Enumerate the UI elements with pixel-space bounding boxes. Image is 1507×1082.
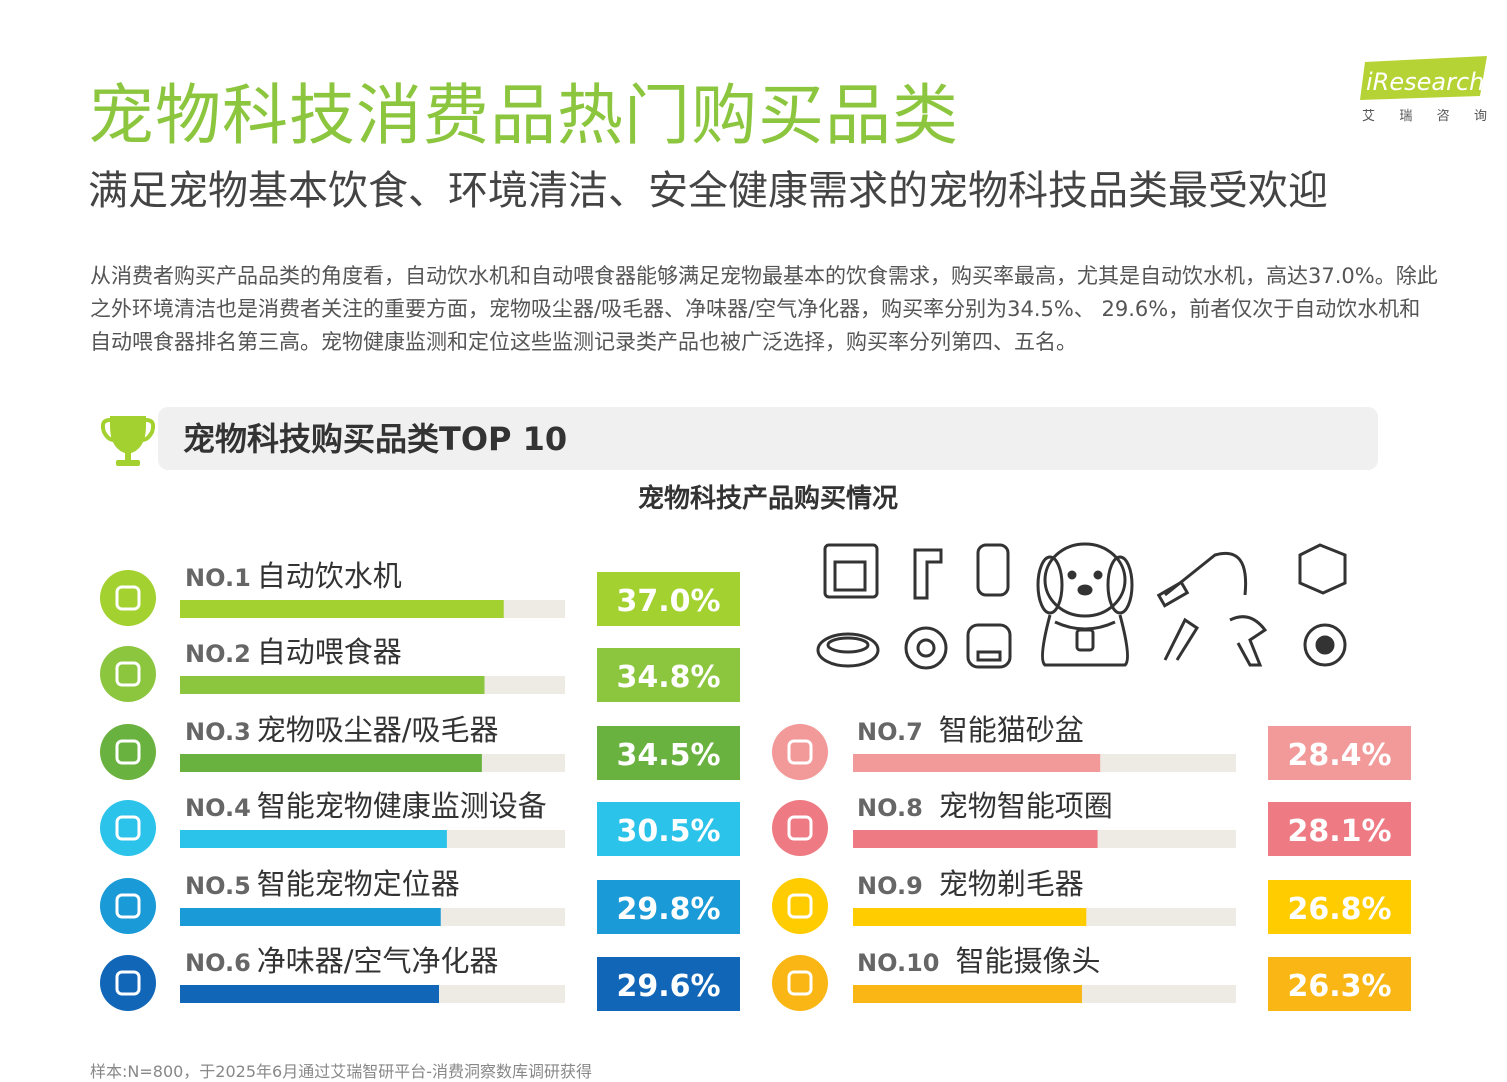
- title: 宠物科技消费品热门购买品类: [88, 77, 959, 154]
- icon-glyph: [115, 815, 141, 841]
- bar: [180, 830, 447, 848]
- illustration: [816, 542, 1347, 670]
- value-label: 28.1%: [1287, 814, 1391, 849]
- category-label: NO.9 宠物剃毛器: [857, 867, 1084, 901]
- value-label: 28.4%: [1287, 738, 1391, 773]
- category-name: 智能宠物健康监测设备: [257, 789, 547, 823]
- category-label: NO.2 自动喂食器: [185, 635, 402, 669]
- category-name: 宠物剃毛器: [939, 867, 1084, 901]
- bar: [180, 908, 441, 926]
- value-label: 26.3%: [1287, 969, 1391, 1004]
- icon-glyph: [115, 970, 141, 996]
- rank-label: NO.5: [185, 872, 251, 900]
- category-name: 自动饮水机: [257, 559, 402, 593]
- rank-label: NO.8: [857, 794, 923, 822]
- value-label: 34.8%: [616, 660, 720, 695]
- category-label: NO.10 智能摄像头: [857, 944, 1101, 978]
- section-bar: [158, 407, 1378, 470]
- icon-glyph: [115, 661, 141, 687]
- paragraph: 从消费者购买产品品类的角度看，自动饮水机和自动喂食器能够满足宠物最基本的饮食需求…: [90, 264, 1438, 354]
- category-icon: [100, 570, 156, 626]
- value-label: 34.5%: [616, 738, 720, 773]
- category-icon: [772, 724, 828, 780]
- rank-label: NO.2: [185, 640, 251, 668]
- value-box: [597, 648, 740, 702]
- value-label: 30.5%: [616, 814, 720, 849]
- value-box: [597, 802, 740, 856]
- category-label: NO.3 宠物吸尘器/吸毛器: [185, 713, 499, 747]
- category-name: 智能猫砂盆: [939, 713, 1084, 747]
- bar: [180, 985, 439, 1003]
- bar: [853, 908, 1087, 926]
- trophy-icon: [100, 416, 156, 466]
- subtitle: 满足宠物基本饮食、环境清洁、安全健康需求的宠物科技品类最受欢迎: [88, 168, 1328, 214]
- logo-name: iResearch: [1366, 68, 1484, 96]
- rank-label: NO.1: [185, 564, 251, 592]
- value-box: [1268, 957, 1411, 1011]
- value-box: [1268, 726, 1411, 780]
- icon-glyph: [115, 739, 141, 765]
- value-box: [597, 880, 740, 934]
- bar: [180, 600, 504, 618]
- value-box: [597, 957, 740, 1011]
- category-name: 自动喂食器: [257, 635, 402, 669]
- value-box: [597, 572, 740, 626]
- rank-label: NO.10: [857, 949, 939, 977]
- icon-glyph: [787, 815, 813, 841]
- icon-glyph: [787, 970, 813, 996]
- category-label: NO.5 智能宠物定位器: [185, 867, 460, 901]
- category-icon: [100, 646, 156, 702]
- rank-label: NO.4: [185, 794, 251, 822]
- category-name: 智能宠物定位器: [257, 867, 460, 901]
- footnote: 样本:N=800，于2025年6月通过艾瑞智研平台-消费洞察数库调研获得: [90, 1062, 592, 1081]
- category-icon: [772, 955, 828, 1011]
- bar: [853, 830, 1098, 848]
- bar: [853, 985, 1082, 1003]
- category-name: 宠物智能项圈: [939, 789, 1113, 823]
- category-label: NO.1 自动饮水机: [185, 559, 402, 593]
- bar: [180, 676, 485, 694]
- bar: [853, 754, 1101, 772]
- category-name: 宠物吸尘器/吸毛器: [257, 713, 499, 747]
- rank-label: NO.7: [857, 718, 923, 746]
- category-icon: [100, 955, 156, 1011]
- value-label: 29.6%: [616, 969, 720, 1004]
- value-label: 26.8%: [1287, 892, 1391, 927]
- icon-glyph: [115, 585, 141, 611]
- category-label: NO.6 净味器/空气净化器: [185, 944, 499, 978]
- chart: iResearch 艾 瑞 咨 询 宠物科技购买品类TOP 10 宠物科技产品购…: [100, 56, 1487, 1011]
- category-label: NO.4 智能宠物健康监测设备: [185, 789, 547, 823]
- category-icon: [100, 878, 156, 934]
- category-icon: [100, 724, 156, 780]
- logo-cn: 艾 瑞 咨 询: [1362, 109, 1487, 124]
- icon-glyph: [115, 893, 141, 919]
- section-title: 宠物科技购买品类TOP 10: [183, 420, 567, 458]
- bar: [180, 754, 482, 772]
- rank-label: NO.9: [857, 872, 923, 900]
- category-icon: [772, 878, 828, 934]
- category-name: 智能摄像头: [955, 944, 1100, 978]
- rank-label: NO.3: [185, 718, 251, 746]
- value-box: [597, 726, 740, 780]
- chart-title: 宠物科技产品购买情况: [638, 483, 898, 514]
- value-label: 37.0%: [616, 584, 720, 619]
- value-box: [1268, 880, 1411, 934]
- category-icon: [100, 800, 156, 856]
- rank-label: NO.6: [185, 949, 251, 977]
- category-name: 净味器/空气净化器: [257, 944, 499, 978]
- category-icon: [772, 800, 828, 856]
- category-label: NO.8 宠物智能项圈: [857, 789, 1113, 823]
- value-label: 29.8%: [616, 892, 720, 927]
- logo-badge: [1360, 56, 1487, 100]
- icon-glyph: [787, 893, 813, 919]
- value-box: [1268, 802, 1411, 856]
- category-label: NO.7 智能猫砂盆: [857, 713, 1084, 747]
- icon-glyph: [787, 739, 813, 765]
